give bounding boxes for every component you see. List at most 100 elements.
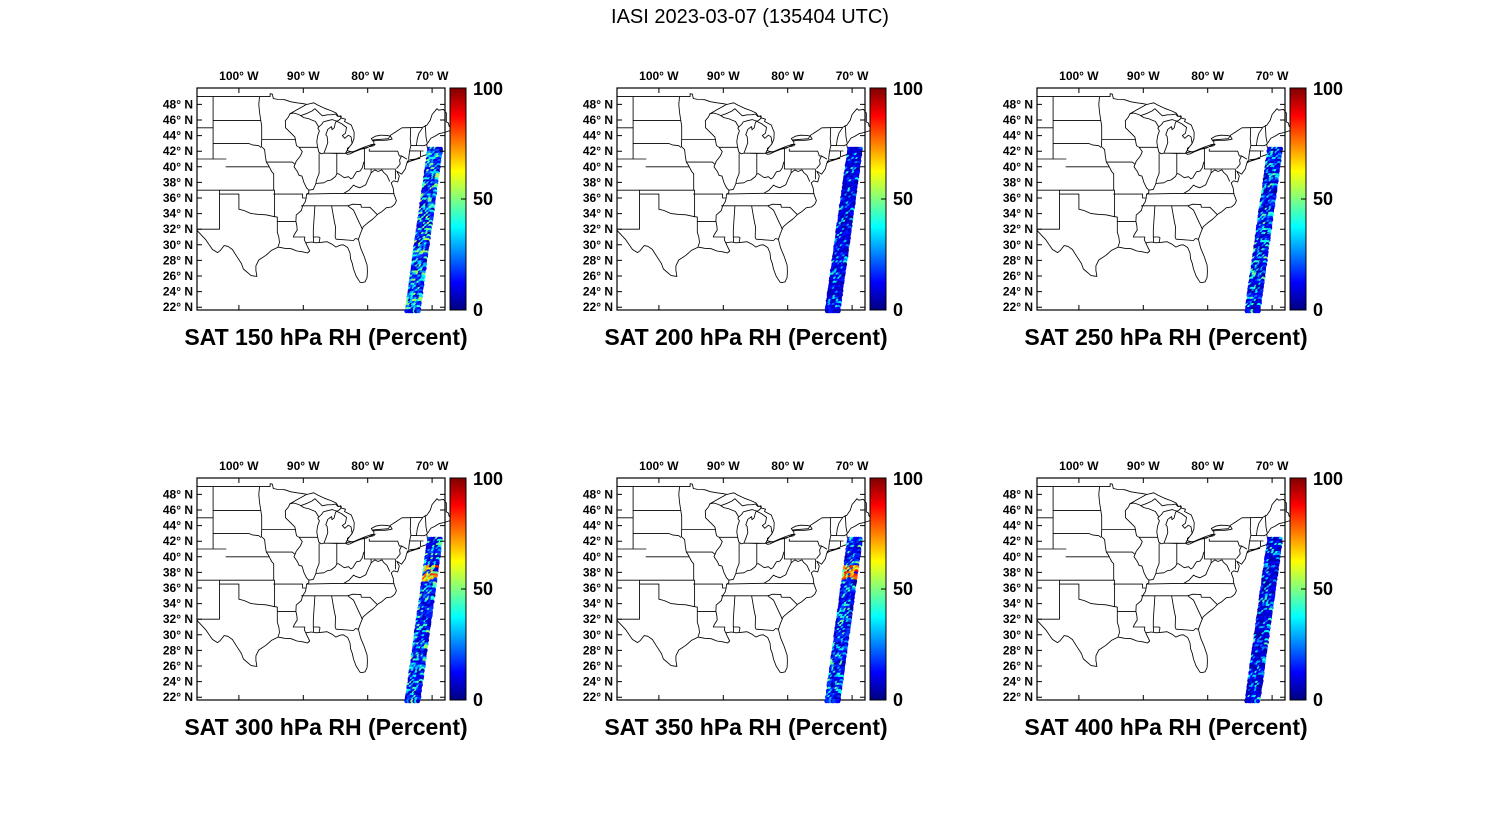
map-axes bbox=[1036, 477, 1292, 704]
panel-sat-200hpa: 100° W 90° W 80° W 70° W 48° N 46° N 44° N 42° … bbox=[560, 66, 960, 351]
lat-tick-label: 30° N bbox=[1003, 238, 1033, 252]
lat-tick-label: 48° N bbox=[1003, 97, 1033, 111]
lat-tick-label: 42° N bbox=[583, 144, 613, 158]
colorbar-mid-label: 50 bbox=[1313, 579, 1333, 599]
lat-tick-label: 46° N bbox=[583, 113, 613, 127]
lat-tick-labels: 48° N 46° N 44° N42° N 40° N38° N 36° N 34° N… bbox=[583, 97, 613, 314]
panel-sat-150hpa: 100° W 90° W 80° W 70° W 48° N 46° N 44° N 42° … bbox=[140, 66, 540, 351]
lat-tick-label: 26° N bbox=[163, 269, 193, 283]
lat-tick-label: 40° N bbox=[163, 550, 193, 564]
lat-tick-label: 30° N bbox=[583, 238, 613, 252]
map-area-400hpa: 100° W 90° W 80° W 70° W 48° N 46° N 44° N 42° … bbox=[980, 456, 1380, 714]
lat-tick-label: 36° N bbox=[583, 191, 613, 205]
lat-tick-label: 46° N bbox=[1003, 113, 1033, 127]
colorbar-min-label: 0 bbox=[1313, 690, 1323, 710]
lon-tick-labels: 100° W 90° W 80° W 70° W bbox=[1059, 459, 1289, 473]
map-frame bbox=[1036, 477, 1286, 701]
rh-data-dot bbox=[1256, 309, 1261, 314]
lat-tick-label: 22° N bbox=[583, 300, 613, 314]
us-state-boundaries bbox=[196, 93, 452, 284]
lat-tick-label: 32° N bbox=[583, 612, 613, 626]
colorbar-min-label: 0 bbox=[473, 300, 483, 320]
lat-tick-label: 28° N bbox=[583, 253, 613, 267]
us-state-boundaries bbox=[196, 483, 452, 674]
lon-tick-label: 70° W bbox=[416, 459, 449, 473]
lat-tick-label: 42° N bbox=[163, 534, 193, 548]
lat-tick-label: 22° N bbox=[1003, 300, 1033, 314]
colorbar-mid-label: 50 bbox=[473, 579, 493, 599]
lat-tick-label: 46° N bbox=[163, 503, 193, 517]
rh-map-figure-400hpa: 100° W 90° W 80° W 70° W 48° N 46° N 44° N42° … bbox=[1003, 459, 1343, 710]
lat-tick-label: 28° N bbox=[163, 643, 193, 657]
lat-tick-label: 46° N bbox=[583, 503, 613, 517]
map-area-200hpa: 100° W 90° W 80° W 70° W 48° N 46° N 44° N 42° … bbox=[560, 66, 960, 324]
lat-tick-label: 40° N bbox=[583, 160, 613, 174]
lon-tick-label: 80° W bbox=[771, 459, 804, 473]
lon-tick-label: 100° W bbox=[1059, 69, 1099, 83]
lat-tick-labels: 48° N 46° N 44° N42° N 40° N38° N 36° N 34° N… bbox=[583, 487, 613, 704]
us-state-boundaries bbox=[616, 93, 872, 284]
panel-title-400hpa: SAT 400 hPa RH (Percent) bbox=[1024, 714, 1308, 740]
lat-tick-label: 48° N bbox=[583, 97, 613, 111]
lat-tick-label: 40° N bbox=[1003, 160, 1033, 174]
lat-tick-label: 36° N bbox=[163, 581, 193, 595]
lat-tick-label: 22° N bbox=[163, 300, 193, 314]
colorbar-max-label: 100 bbox=[473, 79, 503, 99]
lon-tick-label: 70° W bbox=[836, 459, 869, 473]
colorbar-min-label: 0 bbox=[1313, 300, 1323, 320]
lat-tick-labels: 48° N 46° N 44° N42° N 40° N38° N 36° N 34° N… bbox=[163, 487, 193, 704]
satellite-swath bbox=[1244, 536, 1283, 704]
lat-tick-label: 38° N bbox=[163, 565, 193, 579]
us-state-boundaries bbox=[1036, 483, 1292, 674]
lat-tick-label: 44° N bbox=[583, 519, 613, 533]
map-area-250hpa: 100° W 90° W 80° W 70° W 48° N 46° N 44° N 42° … bbox=[980, 66, 1380, 324]
lat-tick-label: 22° N bbox=[163, 690, 193, 704]
lat-tick-label: 44° N bbox=[583, 129, 613, 143]
panel-sat-250hpa: 100° W 90° W 80° W 70° W 48° N 46° N 44° N 42° … bbox=[980, 66, 1380, 351]
map-axes bbox=[616, 477, 872, 704]
lat-tick-label: 46° N bbox=[1003, 503, 1033, 517]
lon-tick-labels: 100° W 90° W 80° W 70° W bbox=[1059, 69, 1289, 83]
lon-tick-label: 100° W bbox=[219, 459, 259, 473]
lat-tick-label: 40° N bbox=[1003, 550, 1033, 564]
colorbar-mid-label: 50 bbox=[473, 189, 493, 209]
colorbar-mid-label: 50 bbox=[1313, 189, 1333, 209]
map-frame bbox=[196, 87, 446, 311]
lat-tick-labels: 48° N 46° N 44° N42° N 40° N38° N 36° N 34° N… bbox=[1003, 97, 1033, 314]
lat-tick-label: 30° N bbox=[583, 628, 613, 642]
lat-tick-label: 38° N bbox=[1003, 565, 1033, 579]
lat-tick-label: 24° N bbox=[1003, 675, 1033, 689]
lon-tick-label: 80° W bbox=[771, 69, 804, 83]
map-frame bbox=[1036, 87, 1286, 311]
lat-tick-label: 34° N bbox=[583, 207, 613, 221]
lon-tick-label: 90° W bbox=[1127, 459, 1160, 473]
panel-title-200hpa: SAT 200 hPa RH (Percent) bbox=[604, 324, 888, 350]
lon-tick-label: 100° W bbox=[219, 69, 259, 83]
lon-tick-label: 90° W bbox=[707, 69, 740, 83]
lat-tick-label: 26° N bbox=[163, 659, 193, 673]
lat-tick-label: 42° N bbox=[583, 534, 613, 548]
lon-tick-label: 70° W bbox=[1256, 69, 1289, 83]
lat-tick-label: 26° N bbox=[583, 659, 613, 673]
panel-title-300hpa: SAT 300 hPa RH (Percent) bbox=[184, 714, 468, 740]
map-area-300hpa: 100° W 90° W 80° W 70° W 48° N 46° N 44° N 42° … bbox=[140, 456, 540, 714]
satellite-swath bbox=[1244, 146, 1284, 314]
panel-title-150hpa: SAT 150 hPa RH (Percent) bbox=[184, 324, 468, 350]
lat-tick-label: 42° N bbox=[163, 144, 193, 158]
map-frame bbox=[616, 477, 866, 701]
rh-map-figure-350hpa: 100° W 90° W 80° W 70° W 48° N 46° N 44° N42° … bbox=[583, 459, 923, 710]
rh-data-dot bbox=[836, 309, 841, 314]
map-frame bbox=[196, 477, 446, 701]
lat-tick-label: 34° N bbox=[163, 207, 193, 221]
lon-tick-label: 90° W bbox=[1127, 69, 1160, 83]
lat-tick-label: 36° N bbox=[1003, 581, 1033, 595]
lon-tick-labels: 100° W 90° W 80° W 70° W bbox=[219, 69, 449, 83]
map-axes bbox=[1036, 87, 1292, 314]
axis-ticks bbox=[617, 478, 865, 700]
axis-ticks bbox=[617, 88, 865, 310]
colorbar-min-label: 0 bbox=[473, 690, 483, 710]
lon-tick-label: 80° W bbox=[351, 459, 384, 473]
lon-tick-label: 70° W bbox=[1256, 459, 1289, 473]
lat-tick-label: 44° N bbox=[1003, 129, 1033, 143]
lat-tick-labels: 48° N 46° N 44° N42° N 40° N38° N 36° N 34° N… bbox=[1003, 487, 1033, 704]
